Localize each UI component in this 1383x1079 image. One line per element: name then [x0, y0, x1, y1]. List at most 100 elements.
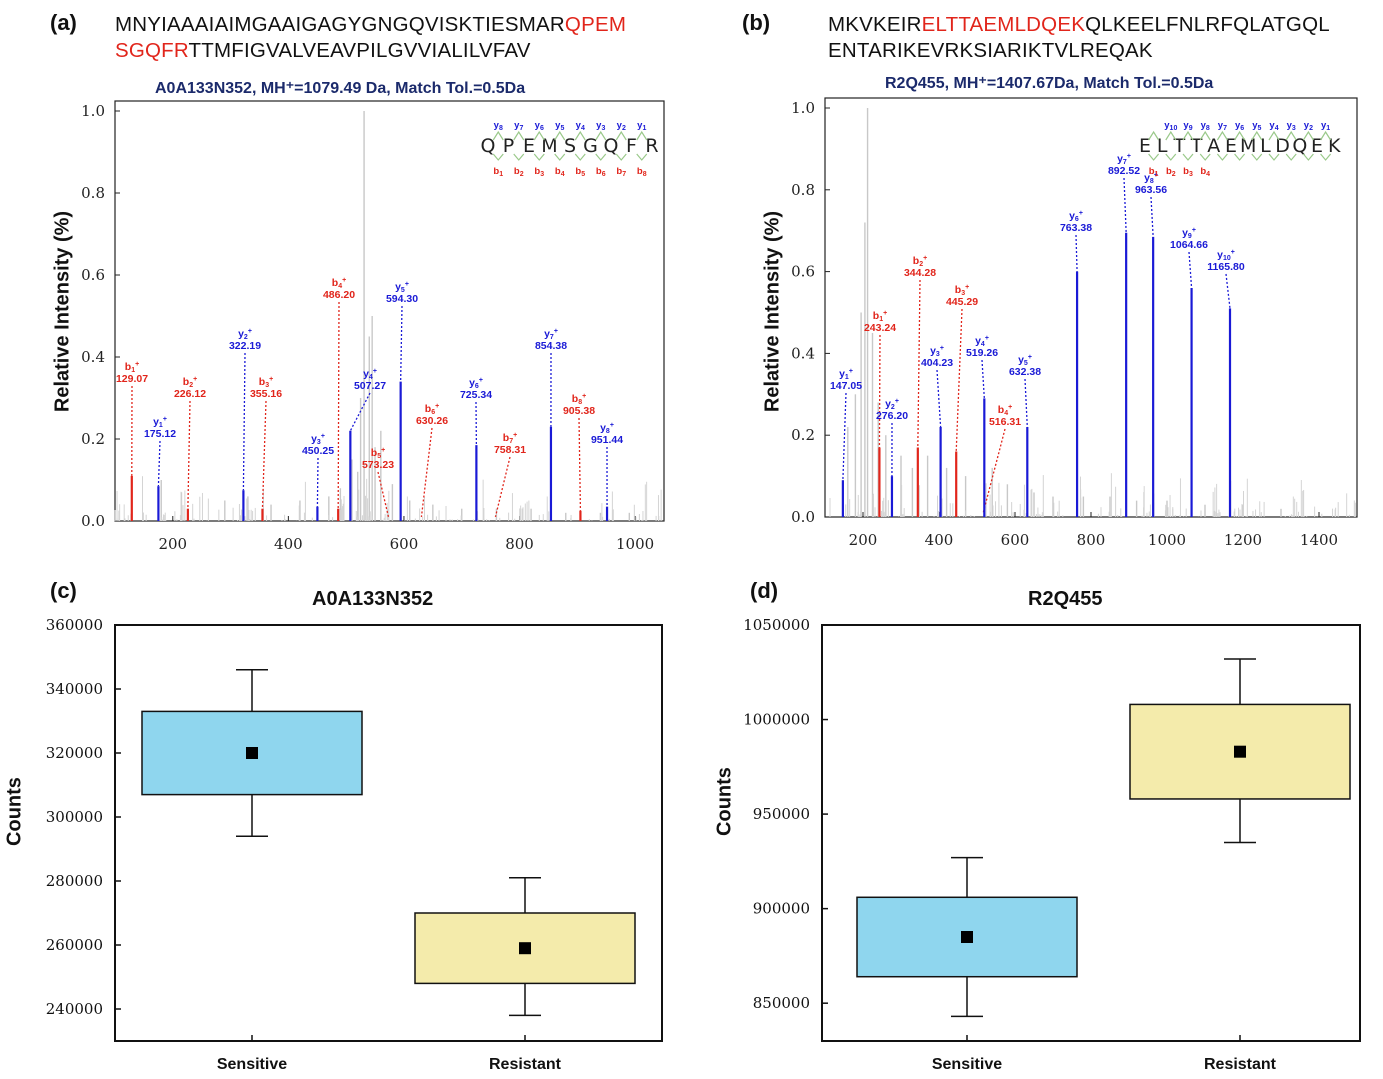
- y-ion-header: y7: [514, 120, 523, 132]
- cleavage-mark: [513, 130, 525, 141]
- y-tick-label: 0.2: [81, 430, 105, 448]
- ion-mz-label: 355.16: [250, 388, 282, 400]
- annotation-connector: [261, 400, 267, 509]
- annotation-connector: [936, 369, 942, 428]
- seq-b-line1-highlight: ELTTAEMLDQEK: [921, 13, 1086, 36]
- y-tick-label: 1.0: [81, 102, 105, 120]
- cleavage-mark: [636, 153, 648, 161]
- peptide-residue: E: [1225, 135, 1237, 157]
- x-tick-label: 800: [505, 535, 534, 553]
- x-tick-label: 200: [849, 531, 878, 549]
- ion-mz-label: 892.52: [1108, 165, 1140, 177]
- cleavage-mark: [492, 153, 504, 161]
- b-ion-header: b1: [1149, 166, 1159, 178]
- plot-frame-a: [114, 100, 665, 522]
- panel-label-a: (a): [50, 10, 77, 35]
- ion-mz-label: 129.07: [116, 373, 148, 385]
- sequence-b: MKVKEIRELTTAEMLDQEKQLKEELFNLRFQLATGQL EN…: [828, 12, 1330, 64]
- y-ion-header: y5: [555, 120, 564, 132]
- seq-a-line2-highlight: SGQFR: [115, 39, 189, 62]
- annotation-connector: [1075, 234, 1078, 272]
- cleavage-mark: [1302, 130, 1314, 141]
- annotation-connector: [494, 456, 511, 518]
- peptide-residue: M: [1240, 135, 1256, 157]
- ion-mz-label: 725.34: [460, 389, 492, 401]
- b-ion-header: b4: [1200, 166, 1210, 178]
- b-ion-header: b3: [534, 166, 544, 178]
- cleavage-mark: [554, 153, 566, 161]
- y-ion-header: y3: [596, 120, 605, 132]
- y-tick-label: 950000: [753, 805, 810, 823]
- y-tick-label: 0.2: [791, 426, 815, 444]
- peptide-residue: E: [1139, 135, 1151, 157]
- panel-label-c: (c): [50, 578, 77, 603]
- ion-mz-label: 516.31: [989, 416, 1021, 428]
- cleavage-mark: [595, 130, 607, 141]
- x-tick-label: 1000: [616, 535, 654, 553]
- category-label: Sensitive: [932, 1056, 1002, 1073]
- peptide-residue: G: [583, 135, 598, 157]
- annotation-connector: [420, 427, 433, 517]
- annotation-connector: [1150, 196, 1154, 237]
- x-tick-label: 400: [925, 531, 954, 549]
- category-label: Resistant: [489, 1056, 562, 1073]
- box-title-c: A0A133N352: [312, 588, 434, 610]
- y-ion-header: y7: [1218, 120, 1227, 132]
- x-tick-label: 1000: [1148, 531, 1186, 549]
- annotation-connector: [955, 308, 963, 452]
- x-tick-label: 200: [158, 535, 187, 553]
- cleavage-mark: [1268, 153, 1280, 161]
- cleavage-mark: [554, 130, 566, 141]
- cleavage-mark: [1182, 130, 1194, 141]
- peptide-residue: A: [1207, 135, 1220, 157]
- cleavage-mark: [1251, 153, 1263, 161]
- annotation-connector: [400, 305, 403, 382]
- b-ion-header: b4: [555, 166, 565, 178]
- ion-mz-label: 1064.66: [1170, 239, 1208, 251]
- y-tick-label: 900000: [753, 900, 810, 918]
- panel-label-b: (b): [742, 10, 771, 35]
- spectrum-subtitle-a: A0A133N352, MH⁺=1079.49 Da, Match Tol.=0…: [155, 80, 526, 97]
- annotation-connector: [917, 279, 921, 448]
- panel-label-d: (d): [750, 578, 779, 603]
- cleavage-mark: [1216, 153, 1228, 161]
- box-resistant: [1129, 703, 1351, 800]
- cleavage-mark: [1182, 153, 1194, 161]
- peptide-residue: K: [1328, 135, 1341, 157]
- sequence-a: MNYIAAAIAIMGAAIGAGYGNGQVISKTIESMARQPEM S…: [115, 12, 626, 64]
- mean-marker: [246, 747, 258, 759]
- x-tick-label: 600: [390, 535, 419, 553]
- y-ion-header: y4: [576, 120, 585, 132]
- y-tick-label: 850000: [753, 994, 810, 1012]
- annotation-connector: [878, 334, 881, 448]
- y-tick-label: 0.8: [81, 184, 105, 202]
- y-tick-label: 300000: [46, 808, 103, 826]
- b-ion-header: b6: [596, 166, 606, 178]
- y-tick-label: 320000: [46, 744, 103, 762]
- box-title-d: R2Q455: [1028, 588, 1103, 610]
- category-label: Sensitive: [217, 1056, 287, 1073]
- cleavage-mark: [1148, 130, 1160, 141]
- y-ion-header: y10: [1164, 120, 1177, 132]
- ion-mz-label: 445.29: [946, 296, 978, 308]
- ion-mz-label: 243.24: [864, 322, 896, 334]
- mean-marker: [961, 931, 973, 943]
- y-tick-label: 0.8: [791, 181, 815, 199]
- b-ion-header: b2: [514, 166, 524, 178]
- b-ion-header: b8: [637, 166, 647, 178]
- y-tick-label: 240000: [46, 1000, 103, 1018]
- cleavage-mark: [533, 130, 545, 141]
- y-ion-header: y8: [1201, 120, 1210, 132]
- annotation-connector: [157, 440, 161, 487]
- ion-mz-label: 322.19: [229, 340, 261, 352]
- y-tick-label: 0.0: [81, 512, 105, 530]
- cleavage-mark: [1285, 130, 1297, 141]
- cleavage-mark: [574, 130, 586, 141]
- annotation-connector: [1123, 177, 1127, 233]
- cleavage-mark: [1199, 130, 1211, 141]
- peptide-residue: Q: [604, 135, 619, 157]
- box-plot-frame-c: [114, 624, 663, 1042]
- b-ion-header: b3: [1183, 166, 1193, 178]
- ion-mz-label: 519.26: [966, 347, 998, 359]
